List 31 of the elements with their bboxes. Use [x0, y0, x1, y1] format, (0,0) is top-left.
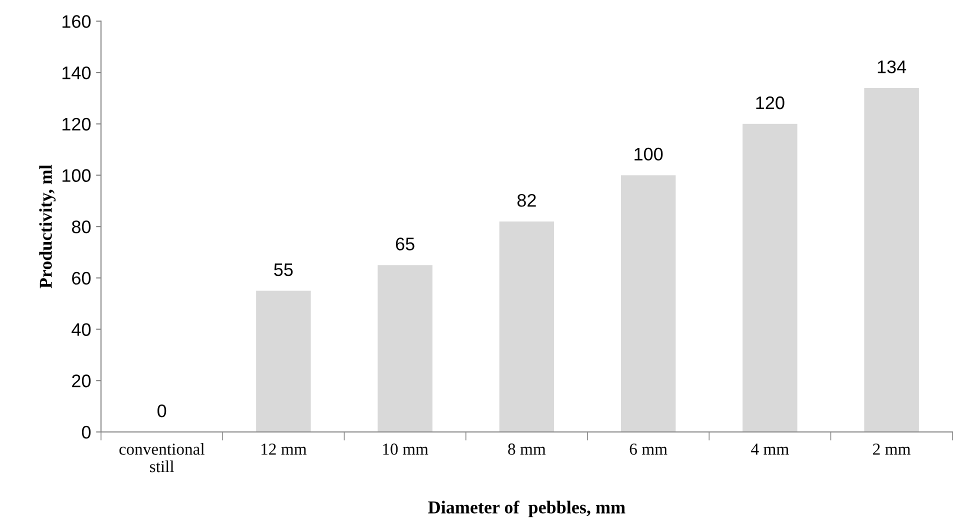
data-label: 55: [274, 263, 293, 276]
x-tick-label: 10 mm: [383, 444, 428, 455]
data-label: 65: [396, 238, 414, 250]
bar: [620, 175, 676, 432]
x-tick-label: 8 mm: [508, 444, 546, 455]
x-tick-label: 2 mm: [873, 444, 911, 455]
y-tick-label: 100: [62, 169, 91, 182]
bar: [256, 290, 311, 432]
y-tick-label: 0: [82, 426, 91, 439]
data-label: 82: [517, 194, 536, 207]
bar: [864, 88, 919, 432]
y-tick-label: 140: [62, 66, 91, 80]
y-tick-label: 60: [72, 272, 91, 285]
bar: [378, 265, 432, 432]
x-tick-label: 6 mm: [630, 444, 668, 455]
y-tick-label: 20: [72, 374, 91, 388]
bar: [499, 221, 554, 432]
data-label: 134: [878, 60, 906, 74]
x-tick-label: conventional still: [119, 443, 205, 472]
y-axis-title: Productivity, ml: [39, 164, 56, 288]
y-tick-label: 40: [72, 323, 91, 336]
data-label: 100: [634, 148, 663, 161]
x-tick-label: 12 mm: [262, 444, 307, 455]
data-label: 0: [158, 404, 166, 418]
y-tick-label: 120: [62, 118, 91, 131]
bar: [742, 124, 798, 432]
data-label: 120: [756, 96, 784, 110]
y-tick-label: 160: [62, 15, 91, 28]
x-tick-label: 4 mm: [751, 444, 789, 455]
y-tick-label: 80: [72, 220, 91, 234]
x-axis-title: Diameter of pebbles, mm: [428, 500, 626, 518]
